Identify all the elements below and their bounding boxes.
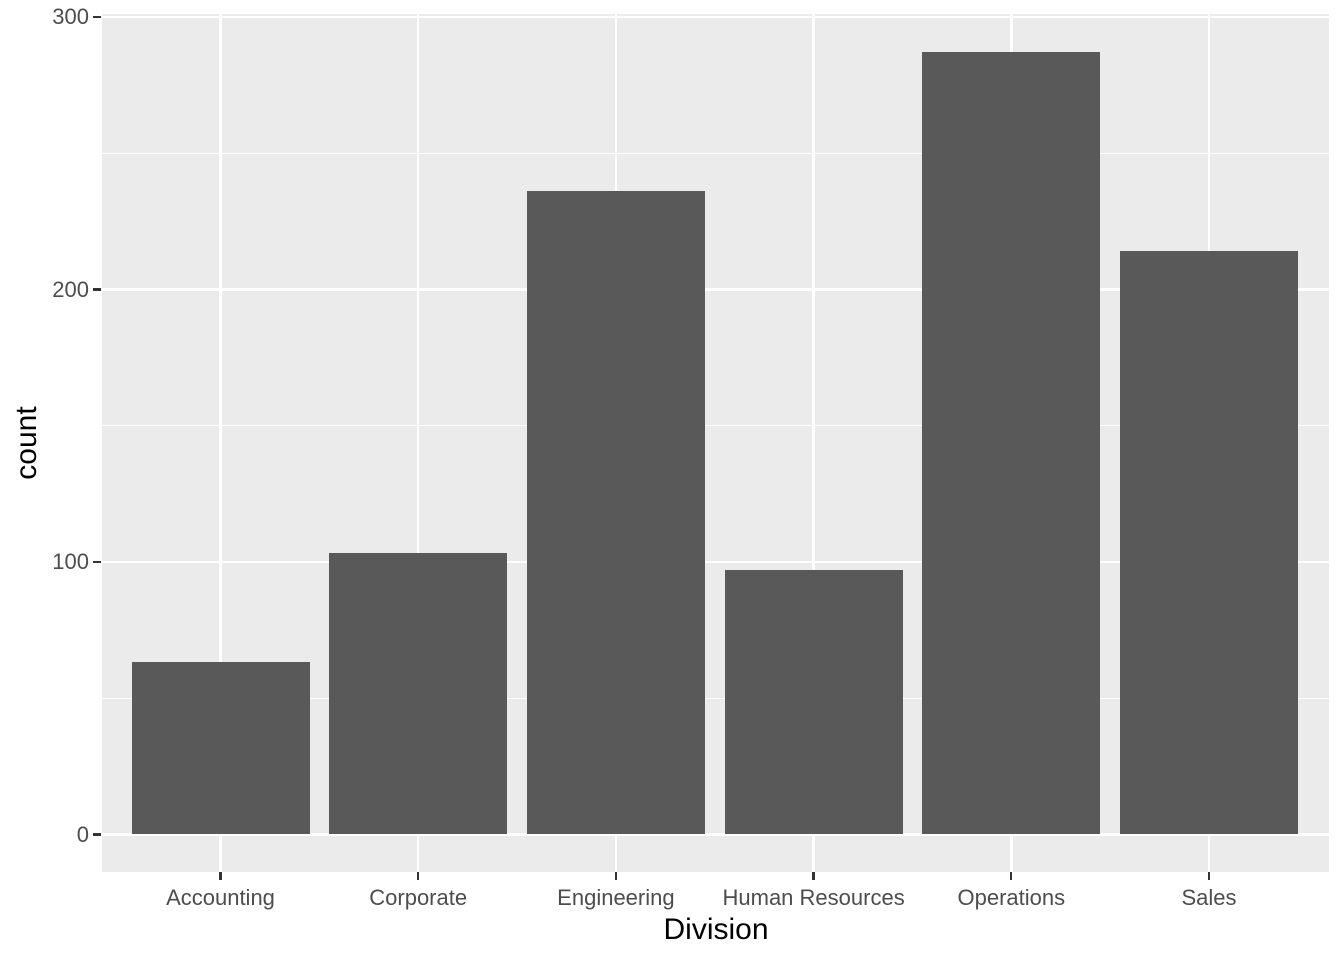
gridline-minor-horizontal [102,152,1329,154]
x-tick-mark [1207,872,1211,880]
x-tick-label: Corporate [369,885,468,910]
bar [724,569,903,834]
x-tick-mark [614,872,618,880]
y-tick-mark [93,15,101,19]
y-axis-title: count [10,406,43,480]
x-tick-mark [219,872,222,880]
x-tick-label: Accounting [166,885,275,910]
y-tick-mark [93,560,101,564]
gridline-minor-horizontal [102,697,1329,699]
x-tick-label: Human Resources [722,885,905,910]
plot-panel [102,14,1329,872]
y-tick-label: 0 [76,821,89,847]
bar [922,51,1101,834]
x-axis-title: Division [663,913,769,946]
gridline-major-vertical [416,14,420,872]
y-tick-label: 100 [52,549,89,574]
gridline-major-horizontal [102,560,1329,564]
y-tick-label: 300 [52,4,89,29]
gridline-major-horizontal [102,833,1329,836]
gridline-major-horizontal [102,288,1329,291]
gridline-major-vertical [812,14,815,872]
gridline-major-horizontal [102,15,1329,19]
x-tick-mark [417,872,420,880]
x-tick-mark [812,872,815,880]
x-tick-label: Sales [1181,885,1237,910]
gridline-major-vertical [219,14,222,872]
y-tick-label: 200 [52,276,89,302]
bar [526,190,705,834]
bar [329,553,508,834]
bar [131,662,310,834]
y-tick-mark [93,833,101,836]
y-tick-mark [93,288,101,291]
x-tick-label: Operations [957,885,1066,910]
bar [1120,250,1298,834]
gridline-minor-horizontal [102,425,1329,427]
x-tick-mark [1010,872,1013,880]
x-tick-label: Engineering [557,885,675,910]
